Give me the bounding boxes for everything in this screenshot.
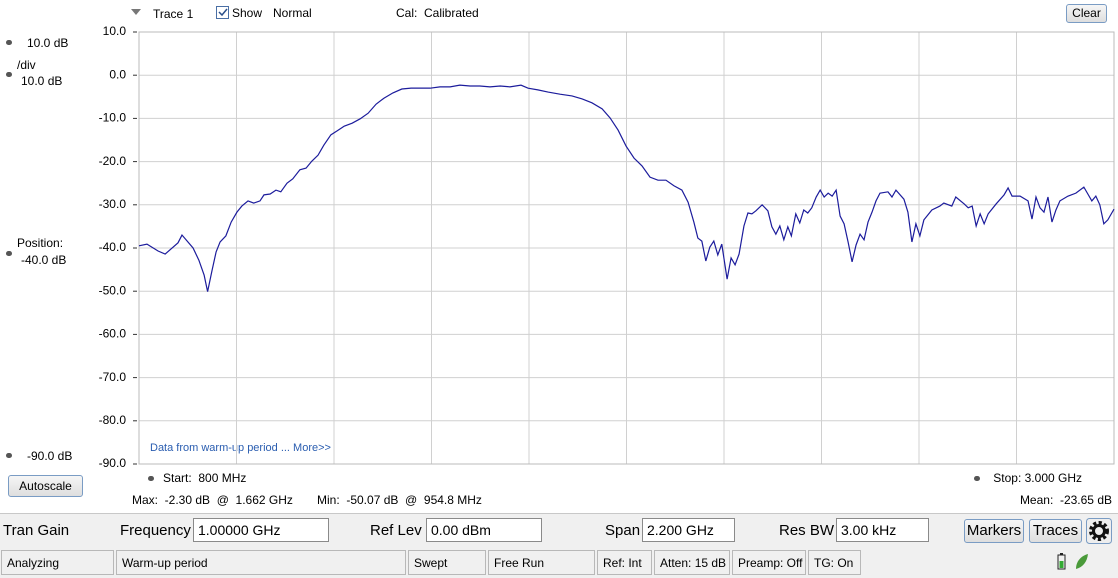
spin-icon[interactable] [6, 40, 12, 45]
start-readout: Start: 800 MHz [163, 471, 247, 485]
status-cell: Warm-up period [116, 550, 406, 575]
div-value: 10.0 dB [21, 74, 63, 88]
trace-selector[interactable]: Trace 1 [153, 7, 194, 21]
stop-readout: Stop: 3.000 GHz [993, 471, 1082, 485]
field-label: Span [605, 522, 641, 539]
y-tick-label: 10.0 [103, 24, 127, 38]
cal-value: Calibrated [424, 6, 479, 20]
y-tick-label: -70.0 [99, 370, 127, 384]
res-bw-input[interactable]: 3.00 kHz [836, 518, 929, 542]
status-cell: Ref: Int [597, 550, 652, 575]
show-label: Show [232, 6, 262, 20]
mode-label: Tran Gain [3, 522, 70, 539]
spin-icon[interactable] [6, 453, 12, 458]
clear-button[interactable]: Clear [1066, 4, 1107, 23]
cal-label: Cal: [396, 6, 417, 20]
y-tick-label: -20.0 [99, 154, 127, 168]
y-tick-label: 0.0 [109, 67, 126, 81]
chart: Trace 1 Show Normal Cal: Calibrated Data… [99, 6, 1115, 470]
annotation[interactable]: Data from warm-up period ... More>> [150, 442, 331, 454]
trace-line [138, 84, 1115, 292]
y-tick-label: -30.0 [99, 197, 127, 211]
top-level: 10.0 dB [27, 36, 69, 50]
display-panel: Trace 1 Show Normal Cal: Calibrated Data… [0, 0, 1118, 514]
trace-dropdown-arrow[interactable] [131, 9, 141, 15]
status-cell: Preamp: Off [732, 550, 806, 575]
plot-border [138, 31, 1115, 465]
autoscale-button[interactable]: Autoscale [8, 475, 83, 497]
show-checkbox[interactable] [216, 6, 229, 19]
div-label: /div [17, 58, 36, 72]
y-tick-label: -60.0 [99, 327, 127, 341]
traces-button[interactable]: Traces [1029, 519, 1082, 543]
status-cell: Atten: 15 dB [654, 550, 730, 575]
span-input[interactable]: 2.200 GHz [642, 518, 735, 542]
min-readout: Min: -50.07 dB @ 954.8 MHz [317, 493, 482, 507]
y-tick-label: -40.0 [99, 240, 127, 254]
spin-icon[interactable] [6, 251, 12, 256]
ref-level-input[interactable]: 0.00 dBm [426, 518, 542, 542]
status-icons [1057, 553, 1088, 570]
y-tick-label: -10.0 [99, 111, 127, 125]
settings-button[interactable] [1086, 518, 1112, 544]
bottom-level: -90.0 dB [27, 449, 73, 463]
field-label: Ref Lev [370, 522, 422, 539]
y-tick-label: -50.0 [99, 283, 127, 297]
frequency-input[interactable]: 1.00000 GHz [193, 518, 329, 542]
mean-readout: Mean: -23.65 dB [1019, 493, 1112, 507]
field-label: Res BW [779, 522, 835, 539]
position-value: -40.0 dB [21, 253, 67, 267]
spin-icon[interactable] [6, 72, 12, 77]
trace-mode[interactable]: Normal [273, 6, 312, 20]
status-cell: TG: On [808, 550, 861, 575]
y-tick-label: -90.0 [99, 456, 127, 470]
y-tick-label: -80.0 [99, 413, 127, 427]
status-cell: Analyzing [1, 550, 114, 575]
status-spacer [863, 550, 1053, 575]
position-label: Position: [17, 236, 64, 250]
checkmark [218, 8, 228, 17]
field-label: Frequency [120, 522, 191, 539]
markers-button[interactable]: Markers [964, 519, 1024, 543]
status-cell: Free Run [488, 550, 595, 575]
status-cell: Swept [408, 550, 486, 575]
spin-icon[interactable] [974, 476, 980, 481]
spin-icon[interactable] [148, 476, 154, 481]
status-bar: Analyzing Warm-up period Swept Free Run … [0, 549, 1118, 578]
max-readout: Max: -2.30 dB @ 1.662 GHz [132, 493, 293, 507]
